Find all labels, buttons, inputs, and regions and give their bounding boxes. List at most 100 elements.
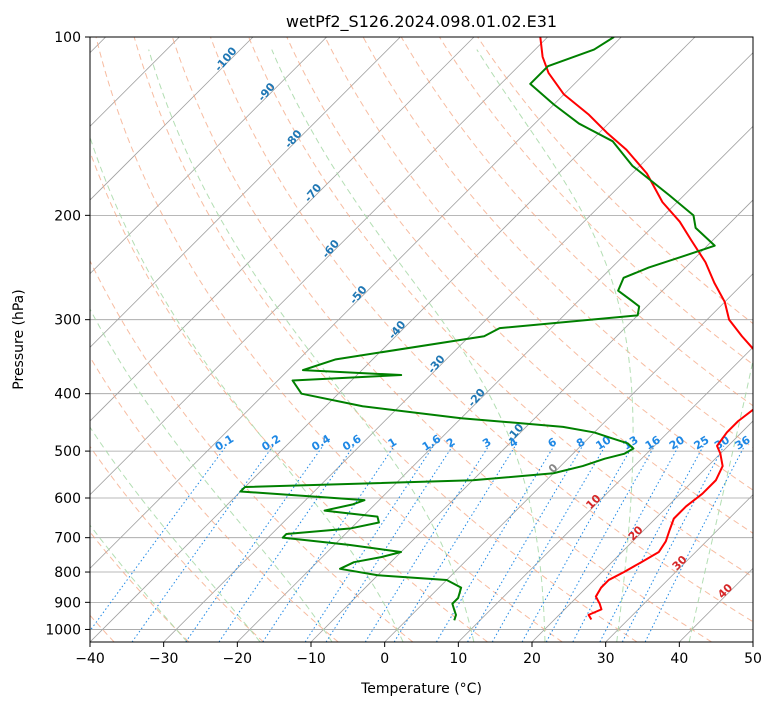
moist-adiabat-line (271, 49, 546, 642)
isotherm-line (90, 37, 696, 642)
mixing-ratio-line (185, 445, 324, 642)
x-tick-label: 50 (744, 651, 762, 667)
x-tick-label: 30 (597, 651, 615, 667)
dry-adiabat-line (362, 37, 753, 449)
moist-adiabat-line (476, 49, 634, 642)
chart-title: wetPf2_S126.2024.098.01.02.E31 (286, 12, 557, 32)
isotherm-line (90, 37, 548, 496)
y-tick-label: 400 (54, 387, 81, 403)
y-tick-label: 800 (54, 565, 81, 581)
y-tick-label: 600 (54, 491, 81, 507)
dry-adiabat-line (324, 37, 753, 491)
x-tick-label: −40 (75, 651, 105, 667)
y-tick-label: 100 (54, 30, 81, 46)
y-tick-label: 900 (54, 595, 81, 611)
mixing-ratio-label: 25 (692, 433, 712, 452)
y-tick-label: 500 (54, 444, 81, 460)
mixing-ratio-line (521, 445, 633, 642)
x-tick-label: −10 (296, 651, 326, 667)
mixing-ratio-label: 8 (574, 435, 587, 450)
pressure-gridlines (90, 37, 753, 630)
mixing-ratio-line (325, 445, 454, 642)
dry-adiabat-label: -80 (282, 127, 305, 151)
mixing-ratio-line (90, 445, 227, 632)
dry-adiabat-line (90, 445, 264, 642)
y-tick-label: 300 (54, 313, 81, 329)
dry-adiabat-line (90, 259, 414, 642)
dry-adiabat-label: -100 (212, 44, 240, 74)
mixing-ratio-line (491, 445, 606, 642)
dry-adiabat-label: -40 (386, 318, 409, 342)
mixing-ratio-label: 1.6 (420, 432, 444, 454)
moist-adiabat-line (90, 524, 188, 642)
dry-adiabat-line (400, 37, 753, 407)
dry-adiabat-line (171, 37, 712, 642)
y-tick-label: 200 (54, 208, 81, 224)
mixing-ratio-label: 1 (386, 435, 399, 450)
mixing-ratio-label: 20 (667, 433, 687, 452)
dry-adiabat-line (90, 150, 488, 642)
mixing-ratio-line (572, 445, 680, 642)
x-axis-ticks: −40 −30 −20 −10 0 10 20 30 40 50 (75, 642, 762, 667)
isotherm-line (90, 37, 401, 348)
x-tick-label: 10 (449, 651, 467, 667)
moist-adiabat-lines (90, 49, 775, 642)
isotherm-line (90, 37, 475, 422)
y-axis-ticks: 100 200 300 400 500 600 700 800 900 1000 (45, 30, 90, 638)
mixing-ratio-label: 0.2 (260, 432, 283, 453)
mixing-ratio-line (644, 445, 745, 642)
mixing-ratio-label: 0.4 (309, 432, 333, 454)
dry-adiabat-label: -60 (319, 237, 342, 261)
moist-adiabat-line (688, 358, 753, 642)
x-tick-label: 20 (523, 651, 541, 667)
x-tick-label: −20 (223, 651, 253, 667)
isotherm-line (458, 346, 753, 642)
isotherm-line (752, 641, 753, 642)
mixing-ratio-label: 3 (480, 435, 493, 450)
y-tick-label: 1000 (45, 622, 81, 638)
dry-adiabat-label: -20 (465, 386, 488, 410)
mixing-ratio-line (621, 445, 725, 642)
profile-series (239, 37, 753, 621)
mixing-ratio-line (599, 445, 704, 642)
isotherm-line (310, 199, 753, 642)
moist-adiabat-line (762, 50, 775, 642)
isotherm-line (605, 494, 753, 642)
x-axis-label: Temperature (°C) (360, 681, 482, 697)
isotherm-line (531, 420, 753, 642)
y-axis-label: Pressure (hPa) (11, 289, 27, 389)
dry-adiabat-line (248, 37, 753, 578)
theta-label: 20 (626, 523, 646, 543)
mixing-ratio-label: 0.1 (213, 432, 236, 453)
mixing-ratio-line (364, 445, 490, 642)
temperature-profile-line (539, 37, 753, 620)
moist-adiabat-line (90, 426, 261, 642)
dry-adiabat-label: -70 (302, 181, 325, 205)
isotherm-line (384, 273, 753, 642)
x-tick-label: 40 (670, 651, 688, 667)
moist-adiabat-line (90, 135, 404, 642)
dry-adiabat-line (90, 356, 339, 642)
x-tick-label: −30 (149, 651, 179, 667)
isotherm-line (237, 125, 753, 642)
mixing-ratio-line (262, 445, 395, 642)
isotherm-line (90, 37, 327, 275)
mixing-ratio-label: 6 (546, 435, 560, 450)
dry-adiabat-line (210, 37, 753, 623)
dewpoint-profile-line (239, 37, 716, 621)
x-tick-label: 0 (380, 651, 389, 667)
mixing-ratio-line (545, 445, 656, 642)
mixing-ratio-label: 0.6 (340, 432, 364, 454)
dry-adiabat-line (477, 37, 753, 325)
dry-adiabat-label: -30 (425, 352, 448, 376)
theta-label: 10 (583, 492, 603, 512)
mixing-ratio-line (304, 445, 434, 642)
isotherm-line (90, 37, 622, 569)
isotherm-line (679, 567, 753, 642)
mixing-ratio-line (131, 445, 274, 642)
theta-label: 40 (715, 581, 735, 601)
moist-adiabat-line (148, 49, 475, 642)
dry-adiabat-lines (90, 37, 753, 642)
moist-adiabat-line (90, 308, 333, 642)
